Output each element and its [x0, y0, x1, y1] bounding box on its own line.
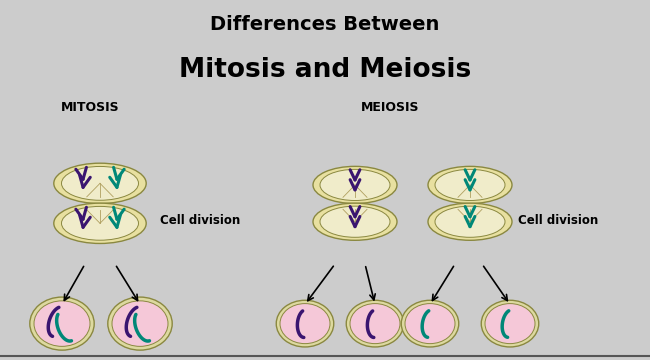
Text: MEIOSIS: MEIOSIS: [361, 102, 419, 114]
Ellipse shape: [54, 203, 146, 243]
Ellipse shape: [34, 301, 90, 346]
Ellipse shape: [481, 300, 539, 347]
Ellipse shape: [276, 300, 333, 347]
Ellipse shape: [54, 163, 146, 203]
Text: Cell division: Cell division: [160, 213, 240, 226]
Ellipse shape: [62, 206, 138, 240]
Ellipse shape: [313, 166, 397, 203]
Ellipse shape: [320, 169, 390, 201]
Ellipse shape: [405, 303, 455, 344]
Text: Cell division: Cell division: [518, 213, 598, 226]
Ellipse shape: [401, 300, 459, 347]
Ellipse shape: [30, 297, 94, 350]
Ellipse shape: [108, 297, 172, 350]
Text: Mitosis and Meiosis: Mitosis and Meiosis: [179, 57, 471, 83]
Ellipse shape: [320, 206, 390, 237]
Ellipse shape: [62, 166, 138, 200]
Ellipse shape: [485, 303, 535, 344]
Ellipse shape: [313, 203, 397, 240]
Ellipse shape: [280, 303, 330, 344]
Ellipse shape: [435, 169, 505, 201]
Ellipse shape: [428, 203, 512, 240]
Ellipse shape: [350, 303, 400, 344]
Ellipse shape: [346, 300, 404, 347]
Text: Differences Between: Differences Between: [211, 15, 439, 34]
Ellipse shape: [112, 301, 168, 346]
Ellipse shape: [428, 166, 512, 203]
Ellipse shape: [435, 206, 505, 237]
Text: MITOSIS: MITOSIS: [60, 102, 120, 114]
